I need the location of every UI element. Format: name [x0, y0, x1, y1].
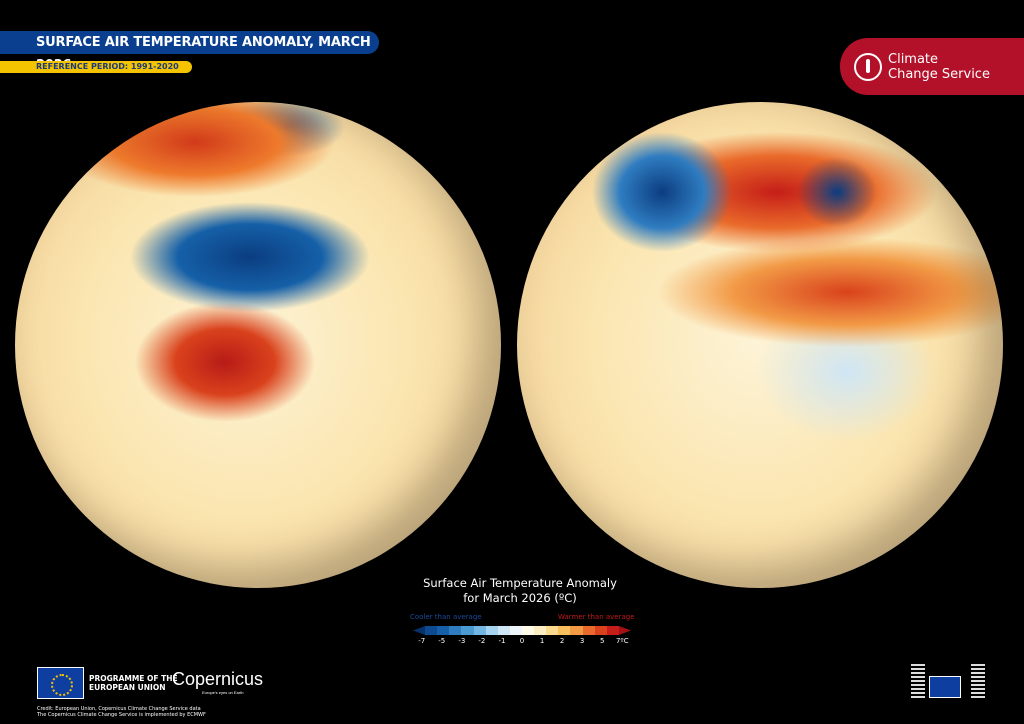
color-swatch [461, 626, 474, 635]
tick-label: -3 [458, 637, 466, 645]
legend-title-line2: for March 2026 (ºC) [463, 591, 577, 605]
color-swatch [413, 626, 426, 635]
tick-label: -7 [418, 637, 426, 645]
color-swatch [425, 626, 438, 635]
color-scale-bar [413, 626, 631, 635]
credit-line2: The Copernicus Climate Change Service is… [37, 712, 206, 718]
color-swatch [521, 626, 535, 635]
logo-line1: Climate [888, 51, 939, 67]
tick-label: 0 [519, 637, 525, 645]
eu-programme-text: PROGRAMME OF THE EUROPEAN UNION [89, 674, 178, 692]
thermometer-icon [854, 52, 882, 81]
color-swatch [485, 626, 498, 635]
copernicus-tagline: Europe's eyes on Earth [202, 690, 244, 695]
cooler-label: Cooler than average [410, 613, 482, 621]
programme-line2: EUROPEAN UNION [89, 683, 166, 692]
programme-line1: PROGRAMME OF THE [89, 674, 178, 683]
warmer-label: Warmer than average [558, 613, 635, 621]
color-swatch [594, 626, 607, 635]
tick-label: 2 [559, 637, 565, 645]
copernicus-wordmark: Copernicus [172, 669, 264, 689]
reference-period: REFERENCE PERIOD: 1991-2020 [0, 61, 192, 73]
color-swatch [497, 626, 510, 635]
legend-title: Surface Air Temperature Anomaly for March… [400, 576, 640, 606]
eu-flag-logo [37, 667, 84, 699]
european-commission-logo [911, 660, 987, 700]
color-swatch [473, 626, 486, 635]
credit-line1: Credit: European Union, Copernicus Clima… [37, 706, 201, 712]
tick-label: -2 [478, 637, 486, 645]
color-swatch [618, 626, 631, 635]
map-title: SURFACE AIR TEMPERATURE ANOMALY, MARCH 2… [0, 31, 379, 73]
color-swatch [606, 626, 619, 635]
c3s-logo: Climate Change Service [840, 38, 1024, 95]
legend-title-line1: Surface Air Temperature Anomaly [423, 576, 617, 590]
color-swatch [437, 626, 450, 635]
tick-label: 7ºC [615, 637, 629, 645]
tick-label: 5 [599, 637, 605, 645]
credit-text: Credit: European Union, Copernicus Clima… [37, 706, 206, 718]
tick-label: -1 [498, 637, 506, 645]
tick-label: 3 [579, 637, 585, 645]
color-swatch [570, 626, 583, 635]
color-swatch [449, 626, 462, 635]
logo-line2: Change Service [888, 66, 990, 82]
tick-label: -5 [438, 637, 446, 645]
tick-label: 1 [539, 637, 545, 645]
color-scale-ticks: -7 -5 -3 -2 -1 0 1 2 3 5 7ºC [413, 637, 631, 647]
globe-western-hemisphere [15, 102, 501, 588]
color-swatch [582, 626, 595, 635]
color-swatch [509, 626, 522, 635]
copernicus-logo: Copernicus Europe's eyes on Earth [172, 669, 263, 695]
globe-eastern-hemisphere [517, 102, 1003, 588]
color-swatch [558, 626, 571, 635]
color-swatch [534, 626, 547, 635]
color-swatch [546, 626, 559, 635]
